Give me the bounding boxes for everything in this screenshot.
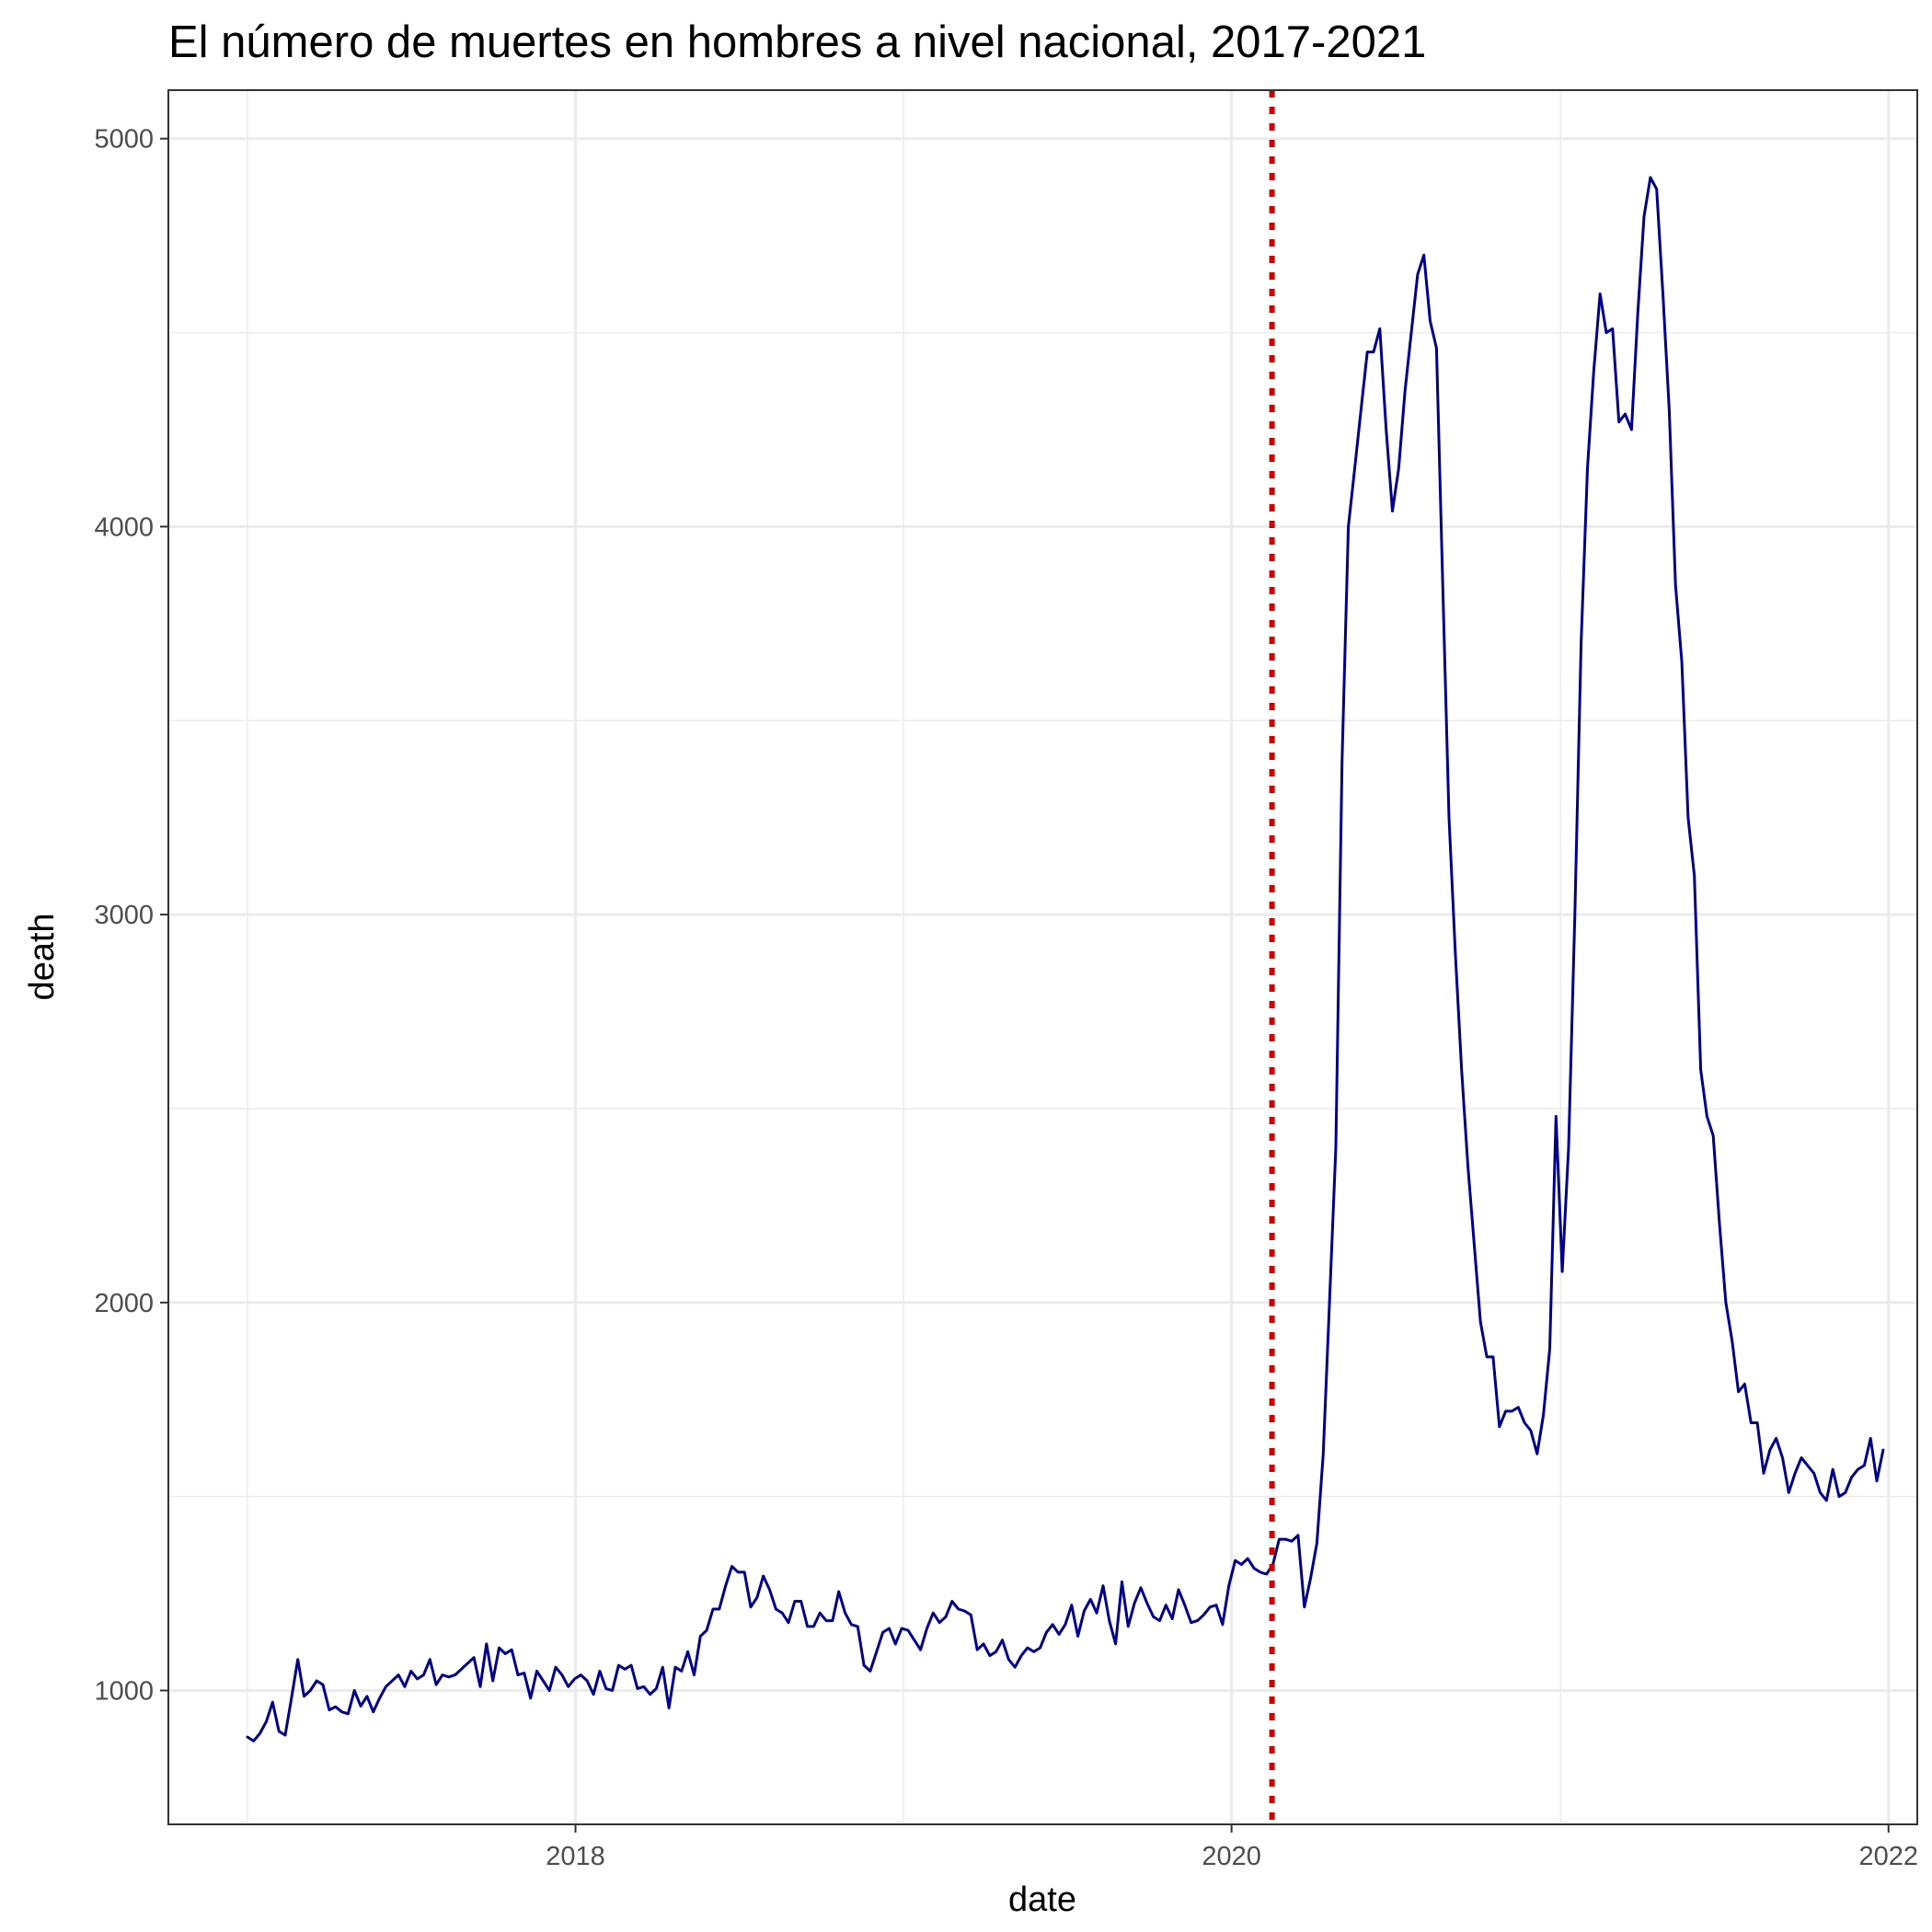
- y-tick-label: 1000: [94, 1677, 154, 1707]
- y-tick-label: 3000: [94, 901, 154, 930]
- y-tick-label: 2000: [94, 1289, 154, 1318]
- y-tick-label: 5000: [94, 125, 154, 155]
- series-line: [246, 176, 1885, 1742]
- plot-background: [168, 90, 1917, 1824]
- y-axis: 1000 2000 3000 4000 5000: [94, 125, 168, 1707]
- plot-panel-border: [167, 89, 1918, 1825]
- x-axis-title: date: [1008, 1880, 1076, 1919]
- chart-title: El número de muertes en hombres a nivel …: [168, 17, 1426, 67]
- x-axis: 2018 2020 2022: [546, 1824, 1918, 1871]
- x-tick-label: 2020: [1202, 1842, 1261, 1871]
- major-gridlines: [168, 90, 1917, 1824]
- minor-gridlines: [168, 90, 1917, 1824]
- x-tick-label: 2018: [546, 1842, 605, 1871]
- x-tick-label: 2022: [1858, 1842, 1918, 1871]
- y-tick-label: 4000: [94, 512, 154, 542]
- y-axis-title: death: [23, 913, 62, 1000]
